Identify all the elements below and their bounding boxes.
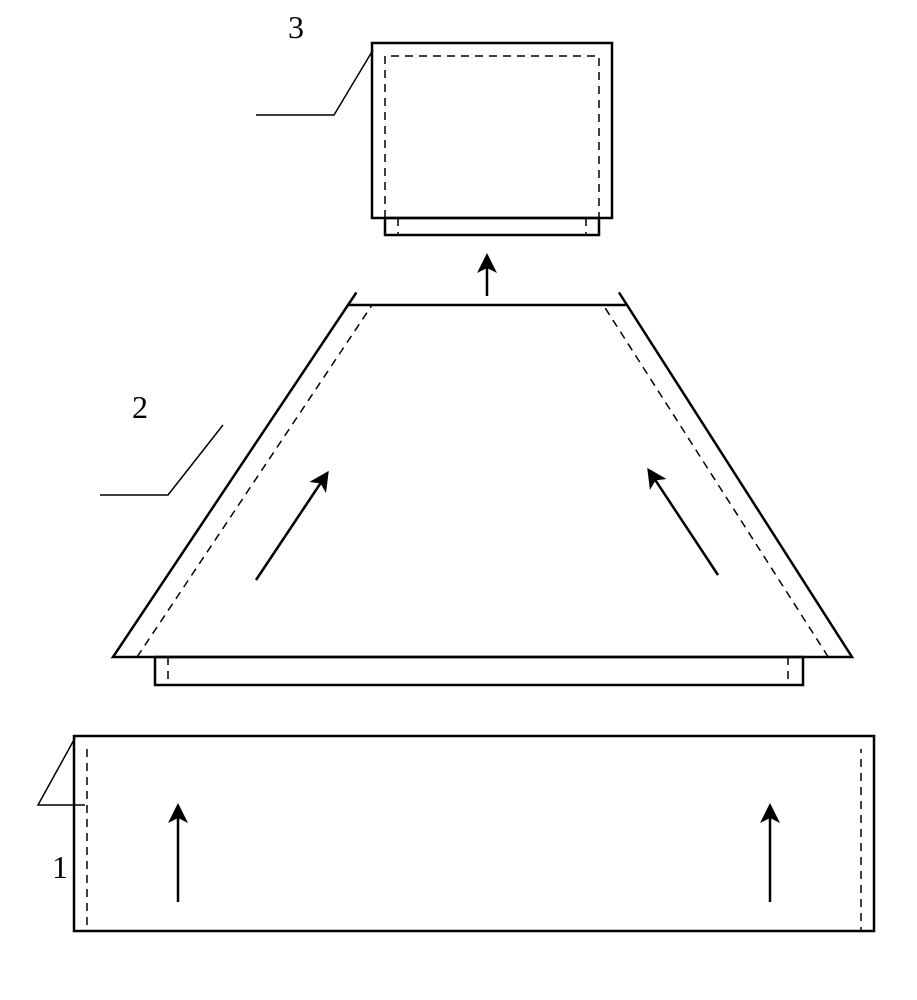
label-1: 1 <box>52 849 68 885</box>
label-2: 2 <box>132 389 148 425</box>
part-1-inner <box>87 749 861 931</box>
leader-2 <box>100 425 223 495</box>
part-2-inner-left <box>137 305 372 657</box>
leader-1 <box>38 738 85 805</box>
label-3: 3 <box>288 9 304 45</box>
part-2-outer <box>113 292 852 657</box>
flow-arrow-1 <box>256 475 326 580</box>
part-3-inner <box>385 56 599 218</box>
part-2-flange <box>155 657 803 685</box>
exploded-diagram: 3 2 1 <box>0 0 917 1000</box>
part-2-inner-right <box>603 305 828 657</box>
part-3-outer <box>372 43 612 218</box>
flow-arrow-2 <box>650 472 718 575</box>
part-1-outer <box>74 736 874 931</box>
leader-3 <box>256 50 373 115</box>
part-3-flange <box>385 218 599 235</box>
